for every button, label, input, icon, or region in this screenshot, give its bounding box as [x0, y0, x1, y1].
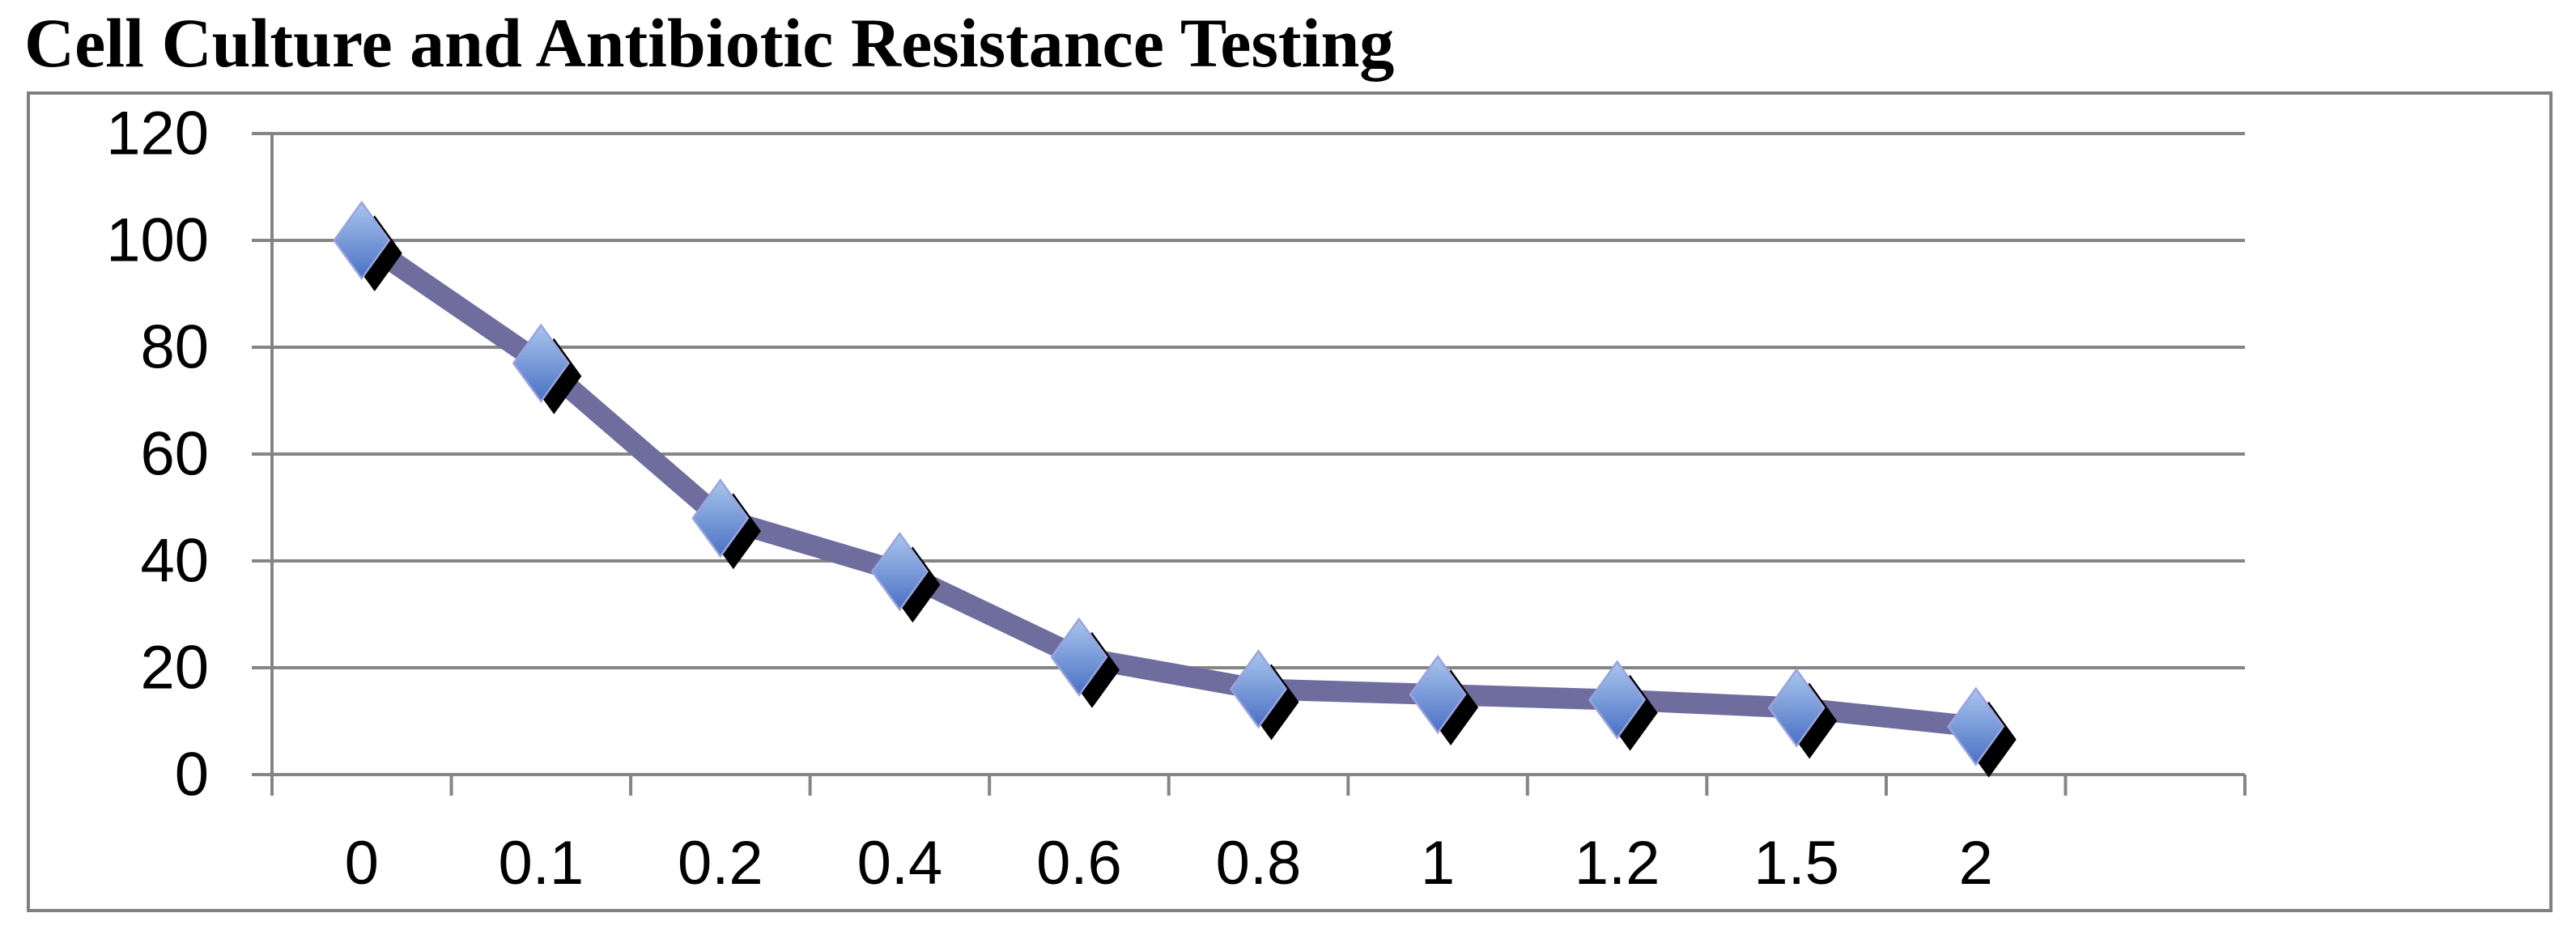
- data-point-marker-1.2: [1588, 660, 1647, 740]
- x-axis-label-2: 2: [1959, 829, 1993, 898]
- x-axis-label-1.2: 1.2: [1575, 829, 1660, 898]
- series-line: [355, 231, 1978, 737]
- data-point-marker-1.5: [1767, 668, 1826, 748]
- x-axis-label-1: 1: [1421, 829, 1455, 898]
- x-axis-label-0.8: 0.8: [1216, 829, 1302, 898]
- y-axis-label-20: 20: [140, 634, 209, 703]
- data-point-marker-0.8: [1229, 649, 1288, 729]
- data-point-marker-0.1: [512, 323, 570, 403]
- chart-title: Cell Culture and Antibiotic Resistance T…: [24, 4, 1395, 82]
- y-axis-label-100: 100: [106, 206, 209, 275]
- data-point-marker-2: [1947, 686, 2005, 767]
- x-axis-label-0.1: 0.1: [498, 829, 584, 898]
- x-axis-label-0.6: 0.6: [1036, 829, 1122, 898]
- data-point-marker-0.6: [1050, 617, 1108, 697]
- y-axis-label-40: 40: [140, 527, 209, 596]
- y-axis-label-120: 120: [106, 100, 209, 168]
- y-axis-label-0: 0: [175, 741, 209, 809]
- y-axis-label-60: 60: [140, 420, 209, 489]
- data-point-marker-1: [1409, 654, 1467, 735]
- x-axis-label-0.2: 0.2: [678, 829, 763, 898]
- data-point-marker-0: [333, 200, 391, 281]
- x-axis-label-0.4: 0.4: [857, 829, 943, 898]
- data-point-marker-0.4: [870, 532, 929, 612]
- y-axis-label-80: 80: [140, 313, 209, 382]
- data-point-marker-0.2: [691, 478, 750, 558]
- x-axis-label-0: 0: [345, 829, 379, 898]
- x-axis-label-1.5: 1.5: [1753, 829, 1839, 898]
